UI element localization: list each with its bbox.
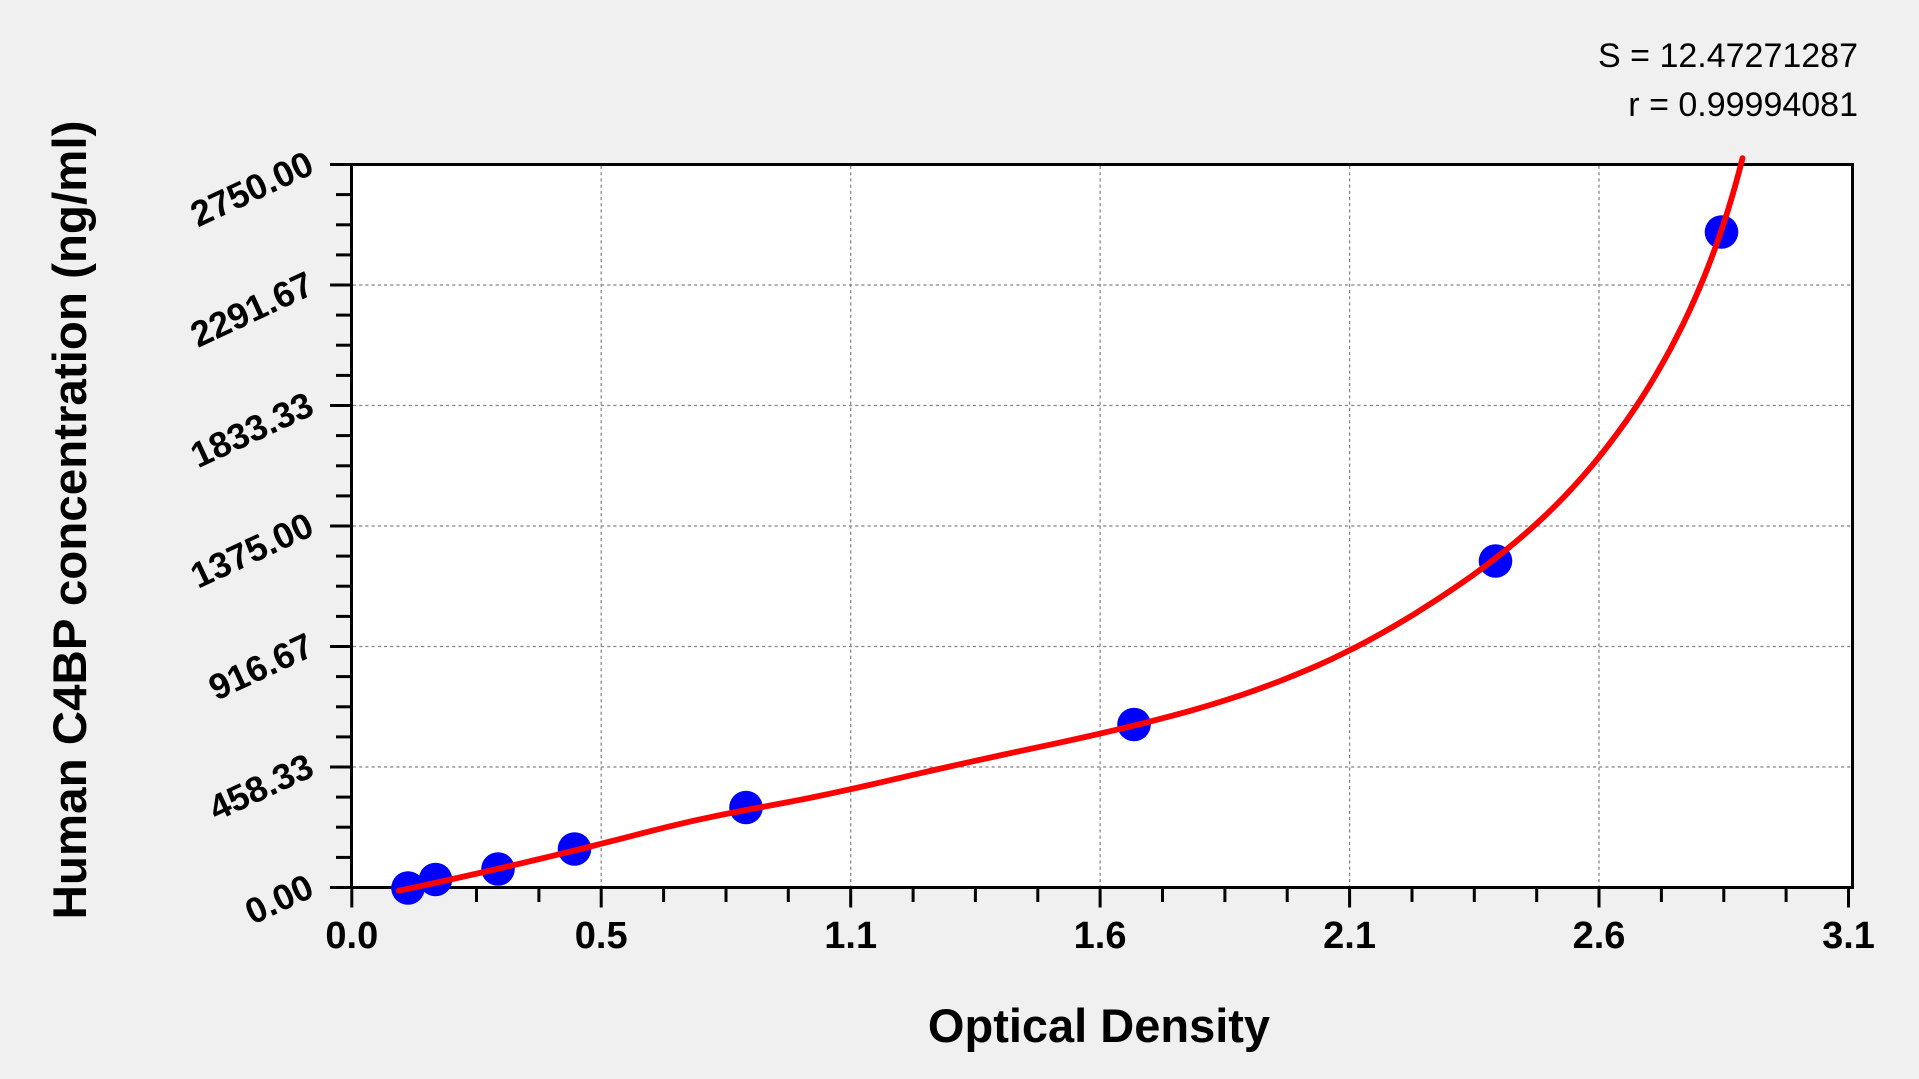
svg-text:0.5: 0.5	[575, 915, 628, 957]
svg-text:r = 0.99994081: r = 0.99994081	[1628, 86, 1858, 124]
svg-text:3.1: 3.1	[1822, 915, 1875, 957]
svg-text:S = 12.47271287: S = 12.47271287	[1598, 37, 1858, 75]
svg-text:0.0: 0.0	[325, 915, 378, 957]
svg-text:2.6: 2.6	[1573, 915, 1626, 957]
svg-text:1.1: 1.1	[824, 915, 877, 957]
svg-text:Optical Density: Optical Density	[928, 999, 1270, 1052]
svg-text:2.1: 2.1	[1323, 915, 1376, 957]
svg-text:1.6: 1.6	[1074, 915, 1127, 957]
svg-text:Human C4BP concentration (ng/m: Human C4BP concentration (ng/ml)	[44, 121, 97, 920]
